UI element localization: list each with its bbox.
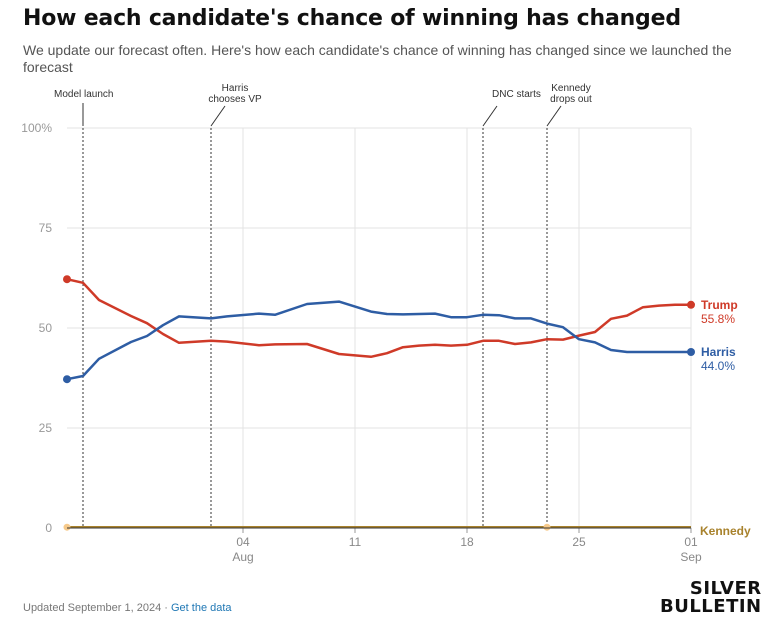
trump-value-label: 55.8% [701,312,735,326]
event-leader [546,105,562,127]
brand-line-2: BULLETIN [660,596,762,617]
event-label: Harris [222,83,249,94]
trump-end-point [687,300,695,309]
event-label: drops out [550,94,592,105]
x-tick-sublabel: Aug [232,550,253,564]
footer-separator: · [161,602,171,614]
harris-end-point [687,348,695,356]
kennedy-start-point [63,523,71,531]
x-tick-sublabel: Sep [680,550,702,564]
y-tick-label: 75 [39,221,53,235]
event-leader [210,105,226,127]
get-data-link[interactable]: Get the data [171,602,232,614]
harris-label: Harris [701,345,736,359]
brand-line-1: SILVER [689,578,762,599]
trump-start-point [63,275,71,284]
kennedy-end-point [543,523,551,531]
x-tick-label: 11 [349,535,362,549]
harris-line [65,300,693,381]
chart-title: How each candidate's chance of winning h… [23,6,681,31]
chart-subtitle: We update our forecast often. Here's how… [23,42,732,75]
y-tick-label: 25 [39,421,53,435]
y-axis: 0 25 50 75 100% [21,121,52,535]
harris-value-label: 44.0% [701,359,735,373]
x-tick-label: 25 [572,535,586,549]
trump-label: Trump [701,298,738,312]
kennedy-label: Kennedy [700,524,751,538]
y-tick-label: 100% [21,121,52,135]
x-tick-label: 01 [684,535,698,549]
series-lines [63,275,695,531]
y-tick-label: 50 [39,321,53,335]
event-label: DNC starts [492,89,541,100]
brand-logo: SILVER BULLETIN [660,580,762,616]
x-tick-label: 04 [236,535,250,549]
harris-start-point [63,375,71,384]
event-label: chooses VP [208,94,262,105]
y-tick-label: 0 [45,521,52,535]
footer: Updated September 1, 2024 · Get the data [23,602,232,614]
event-label: Model launch [54,89,113,100]
updated-text: Updated September 1, 2024 [23,602,162,614]
trump-line [65,277,693,359]
gridlines [67,127,692,528]
event-leader [482,105,498,127]
x-tick-label: 18 [460,535,474,549]
event-label: Kennedy [551,83,590,94]
